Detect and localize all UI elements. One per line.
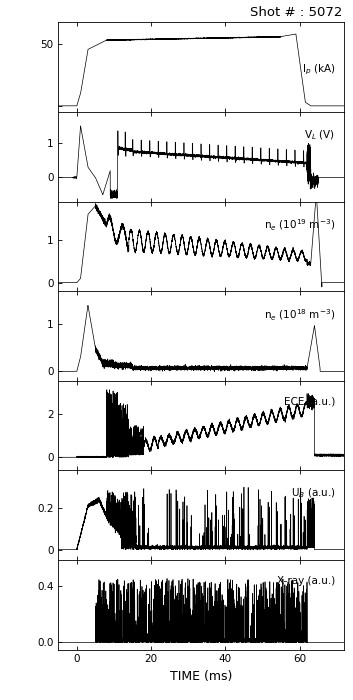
Text: V$_L$ (V): V$_L$ (V) <box>305 128 336 141</box>
Text: n$_e$ (10$^{19}$ m$^{-3}$): n$_e$ (10$^{19}$ m$^{-3}$) <box>264 218 336 233</box>
Text: Shot # : 5072: Shot # : 5072 <box>250 6 342 19</box>
Text: ECE (a.u.): ECE (a.u.) <box>284 397 336 407</box>
Text: n$_e$ (10$^{18}$ m$^{-3}$): n$_e$ (10$^{18}$ m$^{-3}$) <box>264 307 336 323</box>
X-axis label: TIME (ms): TIME (ms) <box>170 670 232 683</box>
Text: X-ray (a.u.): X-ray (a.u.) <box>277 576 336 586</box>
Text: U$_B$ (a.u.): U$_B$ (a.u.) <box>291 486 336 500</box>
Text: I$_p$ (kA): I$_p$ (kA) <box>302 63 336 77</box>
